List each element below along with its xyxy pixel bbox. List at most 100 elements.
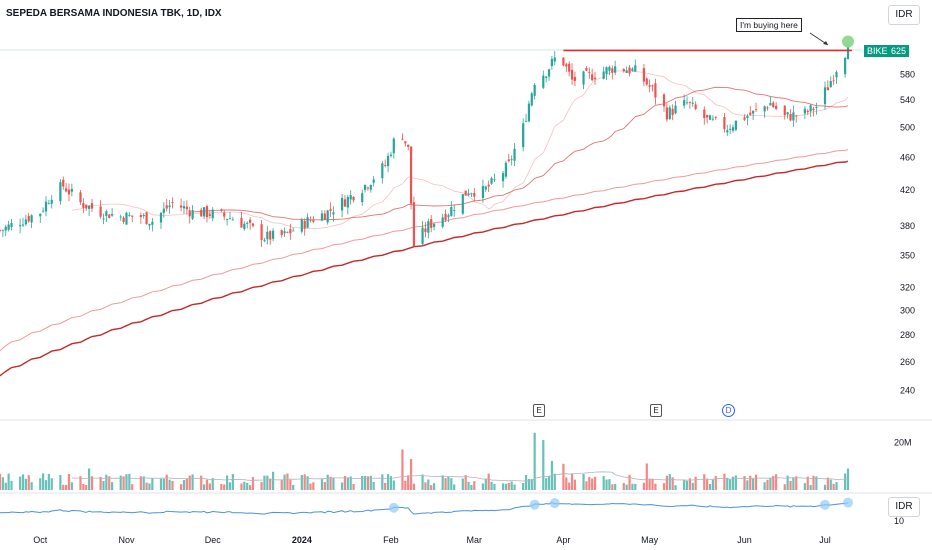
candle-body (665, 107, 669, 120)
volume-bar (789, 481, 792, 490)
candle-body (703, 109, 706, 119)
candle-body (343, 199, 347, 207)
volume-bar (832, 483, 835, 490)
candle-body (746, 116, 749, 119)
candle-body (424, 228, 427, 233)
earnings-event-icon[interactable]: E (650, 404, 662, 417)
candle-body (128, 214, 131, 216)
volume-bar (280, 479, 283, 490)
volume-bar (0, 473, 2, 490)
candle-body (228, 218, 232, 220)
earnings-event-icon[interactable]: E (533, 404, 545, 417)
volume-bar (148, 483, 151, 490)
volume-bar (263, 475, 266, 490)
volume-bar (266, 475, 269, 490)
volume-bar (591, 478, 594, 490)
candle-body (286, 232, 289, 233)
volume-bar (487, 473, 490, 490)
volume-bar (7, 473, 10, 490)
candle-body (783, 105, 786, 116)
volume-bar (461, 478, 464, 490)
volume-bar (573, 479, 577, 490)
volume-bar (340, 482, 344, 490)
candle-body (846, 47, 850, 60)
candle-body (674, 105, 677, 114)
volume-bar (642, 482, 646, 490)
volume-bar (70, 482, 73, 490)
candle-body (553, 57, 556, 62)
volume-bar (407, 475, 410, 490)
candle-body (248, 219, 252, 223)
time-axis-label: Apr (556, 535, 570, 545)
volume-bar (622, 483, 625, 490)
candle-body (450, 207, 453, 216)
dividend-event-icon[interactable]: D (722, 404, 735, 417)
volume-bar (510, 481, 513, 490)
candle-body (654, 83, 657, 98)
candle-body (481, 186, 485, 198)
candle-body (467, 193, 470, 196)
candle-body (202, 207, 206, 217)
volume-bar (484, 478, 487, 490)
price-axis-label: 460 (900, 152, 915, 162)
candle-body (381, 163, 384, 179)
candle-body (404, 141, 407, 144)
candle-body (829, 81, 832, 88)
volume-bar (346, 477, 349, 490)
volume-bar (223, 484, 226, 490)
volume-bar (614, 483, 617, 490)
candle-body (211, 209, 214, 219)
candle-body (772, 102, 775, 107)
volume-bar (602, 476, 605, 490)
volume-bar (654, 483, 657, 490)
candle-body (151, 221, 154, 225)
candle-body (4, 226, 7, 231)
candle-body (631, 68, 634, 71)
candle-body (582, 71, 585, 85)
volume-bar (225, 475, 229, 490)
candle-body (266, 231, 269, 240)
candle-body (329, 209, 332, 211)
candle-body (99, 206, 102, 217)
volume-bar (30, 482, 33, 490)
candle-body (734, 120, 737, 130)
candle-body (711, 118, 714, 120)
candle-body (662, 94, 666, 107)
candle-body (844, 57, 847, 75)
candle-body (82, 203, 85, 208)
volume-bar (200, 475, 203, 490)
indicator-highlight-dot (843, 497, 853, 508)
volume-bar (372, 481, 375, 490)
candle-body (602, 71, 605, 79)
price-axis-label: 540 (900, 95, 915, 105)
candle-body (223, 212, 226, 217)
currency-button[interactable]: IDR (888, 5, 920, 25)
candle-body (766, 107, 769, 109)
volume-bar (806, 476, 809, 490)
candle-body (369, 185, 372, 190)
volume-bar (714, 475, 717, 490)
candle-body (749, 112, 752, 115)
time-axis-label: 2024 (292, 535, 312, 545)
volume-bar (162, 478, 165, 490)
volume-bar (823, 484, 827, 490)
volume-bar (522, 483, 525, 490)
volume-bar (668, 474, 671, 490)
volume-bar (493, 483, 496, 490)
candle-body (775, 105, 778, 109)
candle-body (490, 178, 493, 184)
candle-body (447, 215, 450, 217)
candle-body (803, 108, 806, 114)
candle-body (432, 223, 436, 228)
volume-bar (631, 483, 634, 490)
candle-body (562, 57, 565, 66)
volume-bar (570, 473, 574, 490)
candle-body (651, 85, 654, 87)
candle-body (251, 223, 255, 226)
volume-bar (21, 474, 25, 490)
indicator-currency-button[interactable]: IDR (888, 497, 920, 517)
volume-bar (685, 480, 689, 490)
volume-bar (846, 468, 850, 490)
candle-body (263, 240, 266, 242)
